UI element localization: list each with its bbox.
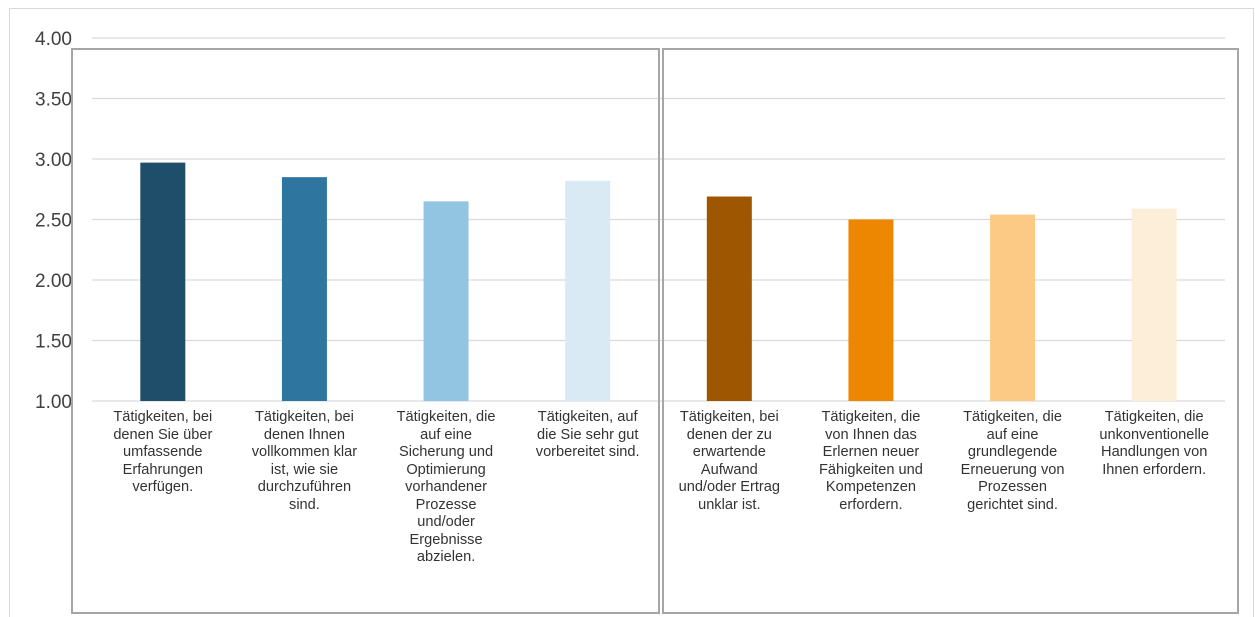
category-label-line: verfügen. [132,479,194,495]
category-label-line: Erfahrungen [122,461,203,478]
category-label-line: unkonventionelle [1099,426,1209,443]
category-label-line: Tätigkeiten, die [821,409,921,425]
category-label-line: Kompetenzen [825,479,916,495]
category-label-line: und/oder Ertrag [678,479,781,495]
y-tick-label: 2.50 [35,211,72,232]
category-label-line: umfassende [123,444,203,460]
chart-frame [9,8,1254,617]
category-label-line: Tätigkeiten, die [396,409,496,425]
category-label-line: Tätigkeiten, die [1104,409,1204,425]
y-tick-label: 2.00 [35,271,72,292]
y-tick-label: 1.00 [35,392,72,413]
category-label-line: unklar ist. [698,496,761,513]
category-label-line: Erneuerung von [960,461,1065,478]
category-label-line: Prozesse [415,496,477,513]
category-label-line: grundlegende [967,444,1058,460]
category-label-line: Handlungen von [1101,444,1208,460]
category-label-line: und/oder [417,514,475,530]
category-label-line: abzielen. [416,549,476,565]
y-axis-ticks: 1.00 1.50 2.00 2.50 3.00 3.50 4.00 [35,29,72,413]
category-label-line: Prozessen [978,479,1048,495]
category-label-line: Sicherung und [399,444,494,460]
category-label-line: Ergebnisse [409,531,483,548]
category-label-line: erwartende [692,444,766,460]
group-box-right [662,48,1239,614]
category-label-line: auf eine [420,426,473,443]
category-label-line: Fähigkeiten und [819,461,923,478]
y-tick-label: 4.00 [35,29,72,50]
category-label-line: Tätigkeiten, bei [254,409,354,425]
category-label-line: Optimierung [406,461,486,478]
bar [848,219,894,401]
category-label-line: Erlernen neuer [822,444,920,460]
category-label-line: durchzuführen [257,479,352,495]
category-label: Tätigkeiten, bei denen Sie über umfassende… [92,409,234,497]
category-label-line: vorhandener [405,479,488,495]
bar [423,201,469,401]
bar [706,196,752,401]
category-label-line: vorbereitet sind. [535,444,640,460]
category-label: Tätigkeiten, die unkonventionelle Handlung… [1083,409,1225,479]
category-label-line: ist, wie sie [270,461,339,478]
category-label-line: denen Ihnen [263,426,346,443]
bar [281,177,327,401]
category-label-line: Tätigkeiten, auf [537,409,638,425]
category-label-line: auf eine [986,426,1039,443]
category-label-line: vollkommen klar [251,444,358,460]
bar [1131,208,1177,401]
category-label-line: Ihnen erfordern. [1102,461,1207,478]
category-label: Tätigkeiten, die auf eine grundlegende Erne… [942,409,1084,514]
category-label: Tätigkeiten, die von Ihnen das Erlernen ne… [800,409,942,514]
category-label-line: Tätigkeiten, die [963,409,1063,425]
category-label-line: Aufwand [700,461,758,478]
category-label: Tätigkeiten, die auf eine Sicherung und Opt… [375,409,517,567]
category-label-line: sind. [289,496,320,513]
y-tick-label: 3.00 [35,150,72,171]
group-box-left [71,48,660,614]
category-label-line: Tätigkeiten, bei [113,409,213,425]
bar [140,162,186,401]
category-label-line: denen der zu [686,426,772,443]
category-label-line: erfordern. [839,496,903,513]
category-label-line: die Sie sehr gut [536,426,639,443]
bar [990,214,1036,401]
bars [140,162,1177,401]
category-label: Tätigkeiten, bei denen der zu erwartende Au… [658,409,800,514]
y-tick-label: 3.50 [35,90,72,111]
y-tick-label: 1.50 [35,332,72,353]
category-label: Tätigkeiten, auf die Sie sehr gut vorberei… [517,409,659,462]
category-label: Tätigkeiten, bei denen Ihnen vollkommen kl… [233,409,375,514]
category-label-line: denen Sie über [113,426,213,443]
bar [565,180,611,401]
category-label-line: Tätigkeiten, bei [679,409,779,425]
category-label-line: von Ihnen das [825,426,917,443]
category-label-line: gerichtet sind. [967,496,1058,513]
